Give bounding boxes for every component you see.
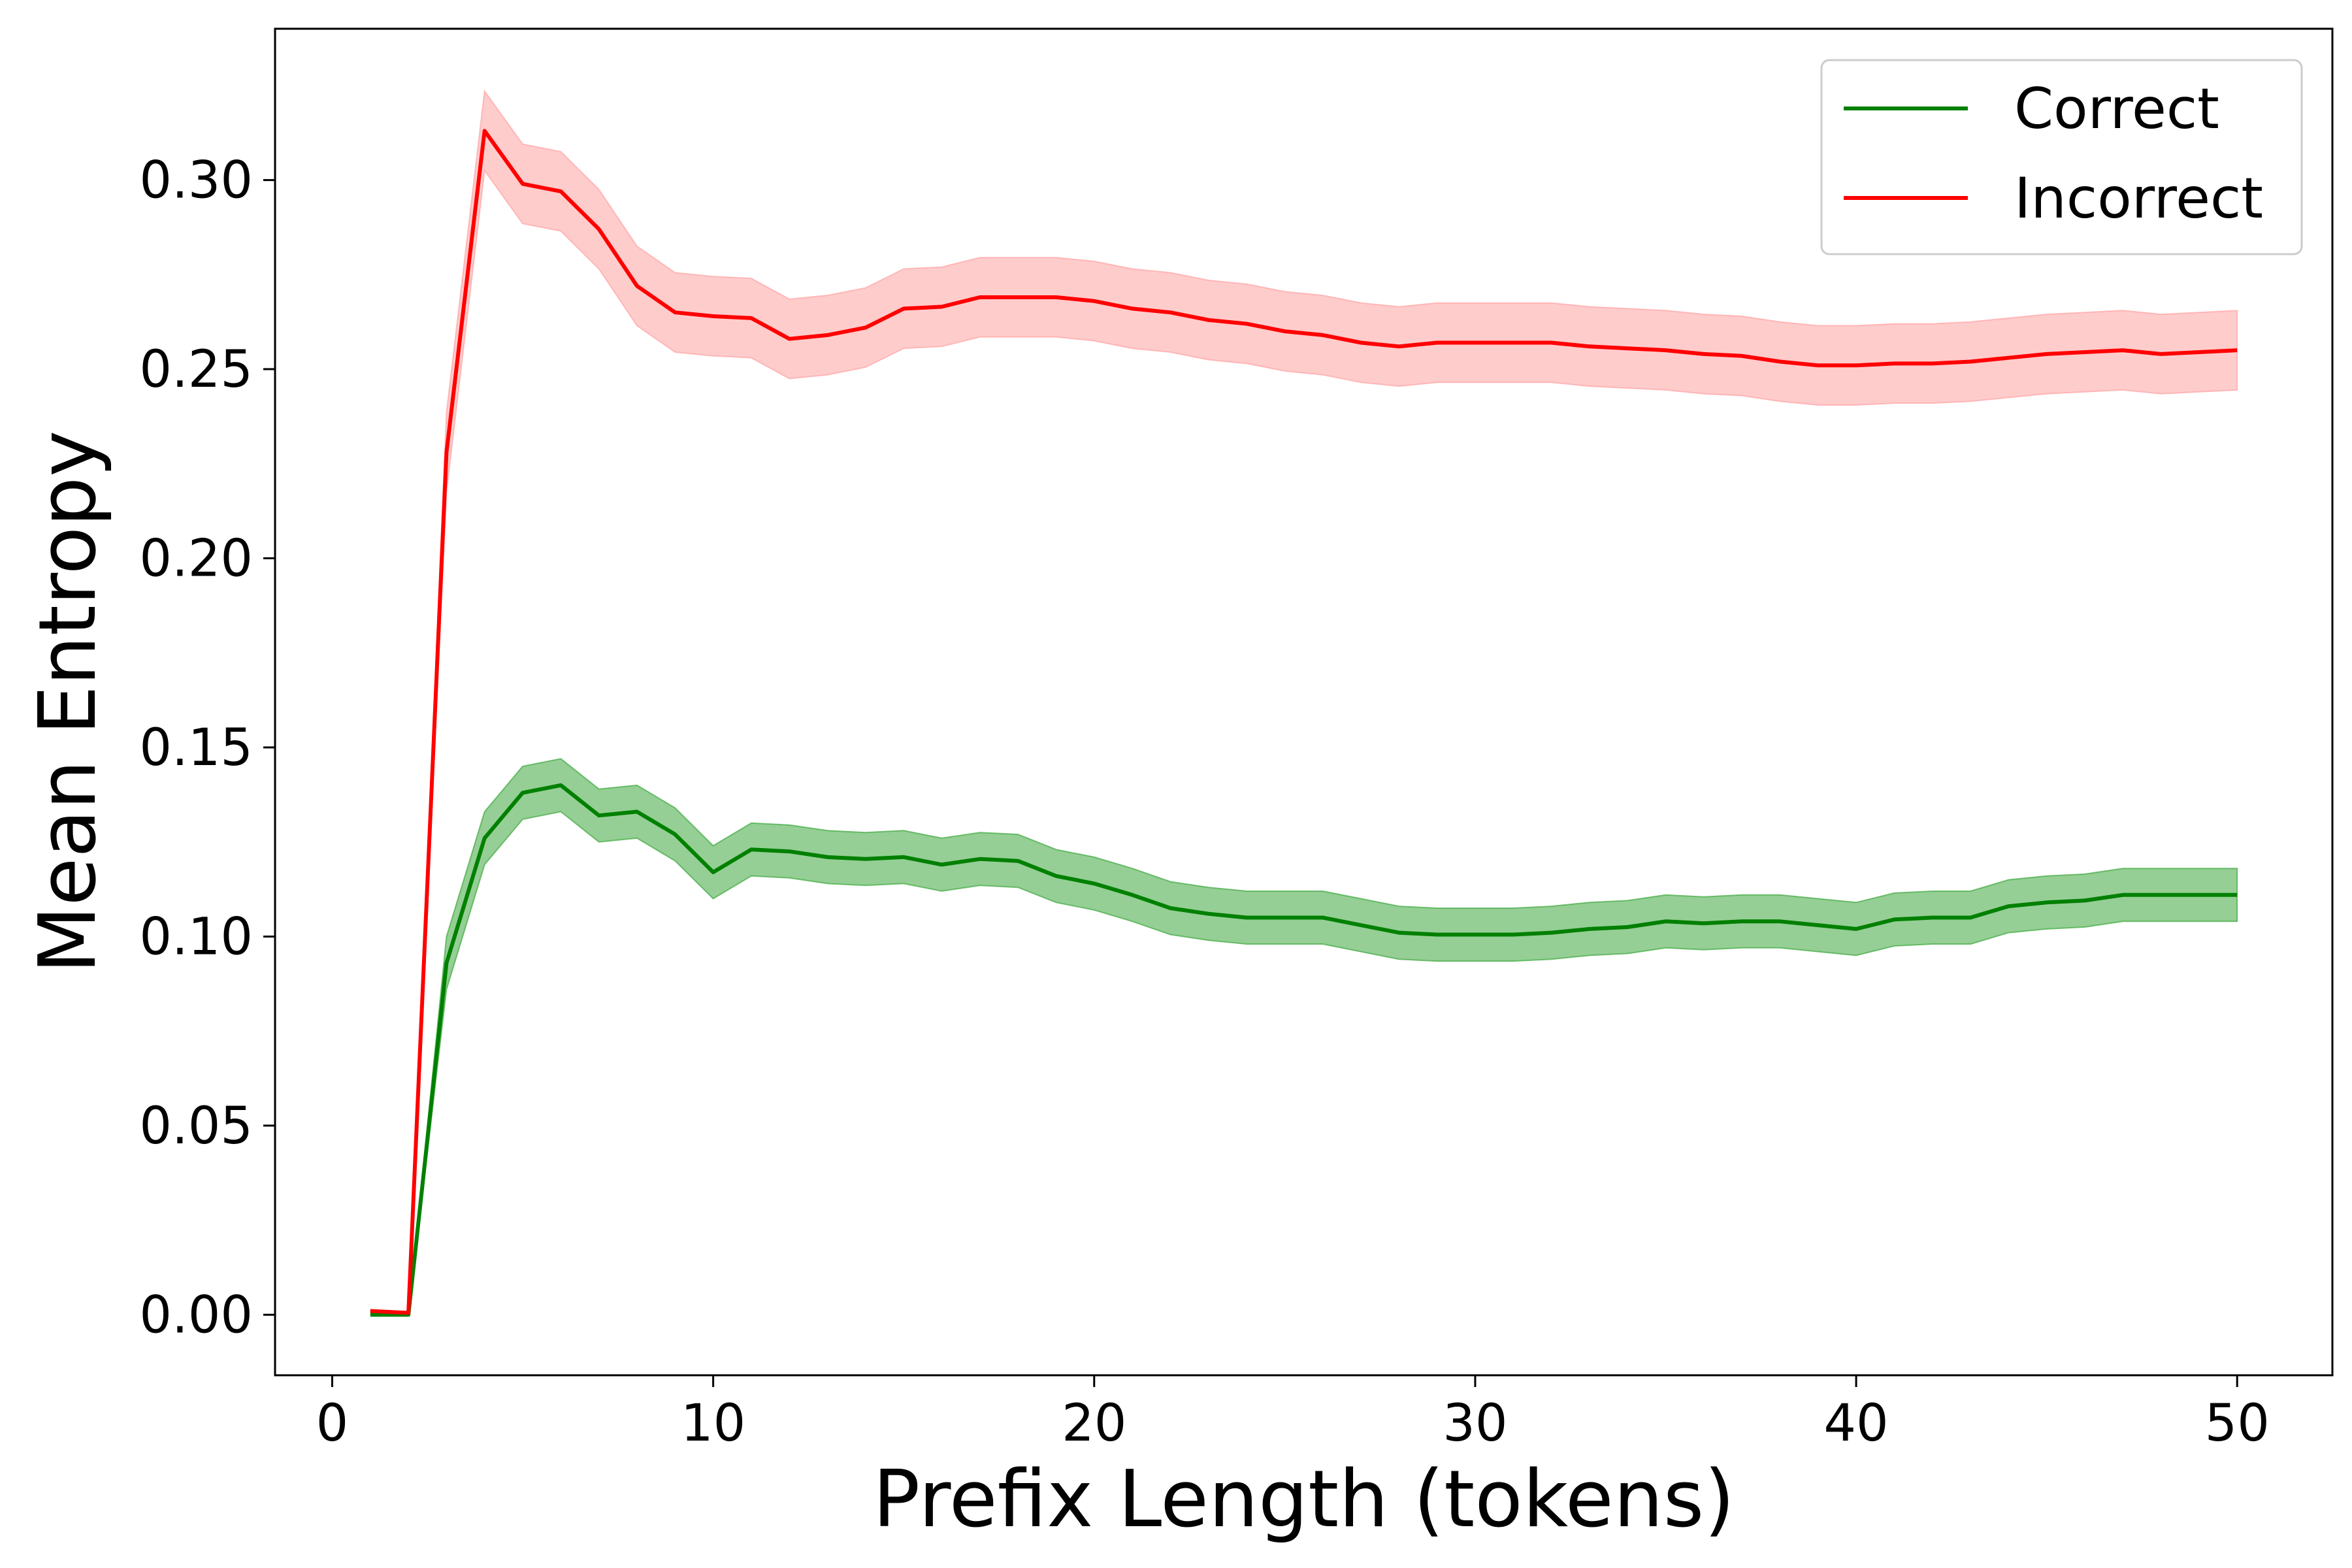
y-tick-label: 0.15 [139,719,253,777]
x-tick-label: 20 [1062,1394,1126,1453]
y-tick-label: 0.30 [139,152,253,210]
x-tick-label: 10 [681,1394,745,1453]
y-tick-label: 0.25 [139,340,253,399]
series-lines [370,129,2238,1317]
x-axis-ticks: 0 10 20 30 40 50 [316,1375,2270,1453]
y-tick-label: 0.10 [139,907,253,966]
x-tick-label: 50 [2205,1394,2270,1453]
y-tick-label: 0.00 [139,1286,253,1345]
incorrect-series-line [370,129,2238,1315]
x-axis-title: Prefix Length (tokens) [873,1454,1735,1545]
y-axis-ticks: 0.00 0.05 0.10 0.15 0.20 0.25 0.30 [139,152,275,1345]
y-tick-label: 0.20 [139,530,253,589]
x-tick-label: 0 [316,1394,349,1453]
legend: Correct Incorrect [1820,59,2303,255]
legend-label-incorrect: Incorrect [2014,166,2263,231]
plot-frame [274,27,2334,1377]
correct-series-line [370,783,2238,1317]
x-tick-label: 40 [1823,1394,1888,1453]
legend-label-correct: Correct [2014,76,2219,142]
x-tick-label: 30 [1443,1394,1507,1453]
y-axis-title: Mean Entropy [23,431,114,973]
y-tick-label: 0.05 [139,1097,253,1156]
